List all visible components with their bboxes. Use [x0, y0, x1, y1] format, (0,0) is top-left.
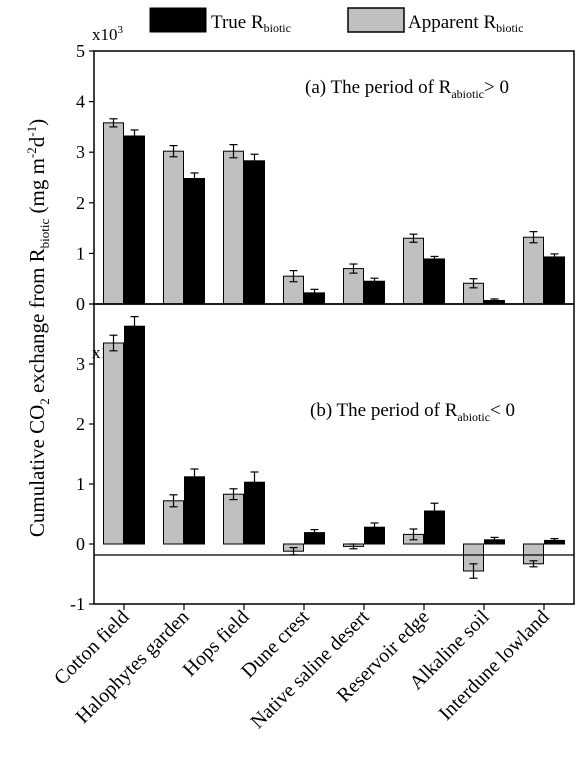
panel-a-y-ticks: 0 1 2 3 4 5	[76, 41, 94, 314]
panel-a: x103 (a) The period of Rabiotic> 0 0 1 2 3 4…	[76, 24, 575, 314]
y-tick-label: 0	[76, 534, 85, 554]
bar	[163, 150, 184, 305]
bar	[124, 135, 145, 305]
y-tick-label: 5	[76, 41, 85, 61]
panel-b: x103 (b) The period of Rabiotic< 0 -1012…	[70, 303, 575, 614]
bar	[523, 236, 544, 305]
y-tick-label: 1	[76, 243, 85, 263]
panel-b-frame	[93, 303, 575, 605]
bar	[403, 237, 424, 305]
y-tick-label: -1	[70, 594, 85, 614]
panel-a-label: (a) The period of Rabiotic> 0	[305, 77, 509, 101]
legend: True Rbiotic Apparent Rbiotic	[149, 7, 523, 35]
x-tick-label: Halophytes garden	[72, 606, 194, 728]
bar	[223, 493, 244, 545]
bar	[103, 122, 124, 305]
bar	[124, 325, 145, 545]
bar	[343, 268, 364, 305]
bar	[223, 150, 244, 305]
y-tick-label: 0	[76, 294, 85, 314]
panel-b-label: (b) The period of Rabiotic< 0	[310, 400, 515, 424]
y-tick-label: 2	[76, 193, 85, 213]
panel-b-bars	[103, 316, 565, 579]
bar	[544, 256, 565, 305]
legend-label-true: True Rbiotic	[211, 12, 291, 35]
panel-b-y-ticks: -1 0 1 2 3	[70, 303, 94, 614]
legend-swatch-true	[149, 7, 207, 33]
bar	[184, 178, 205, 305]
bar	[103, 342, 124, 545]
legend-swatch-apparent	[347, 7, 405, 33]
bar	[424, 258, 445, 305]
y-tick-label: 3	[76, 354, 85, 374]
y-tick-label: 4	[76, 92, 85, 112]
panel-a-multiplier: x103	[92, 24, 124, 44]
y-tick-label: 3	[76, 142, 85, 162]
panel-a-bars	[103, 118, 565, 305]
y-tick-label: 2	[76, 414, 85, 434]
bar	[244, 160, 265, 305]
legend-label-apparent: Apparent Rbiotic	[408, 12, 523, 35]
x-tick-label: Interdune lowland	[435, 606, 554, 725]
y-tick-label: 1	[76, 474, 85, 494]
bar	[184, 476, 205, 545]
y-axis-label: Cumulative CO2 exchange from Rbiotic (mg…	[24, 119, 52, 537]
